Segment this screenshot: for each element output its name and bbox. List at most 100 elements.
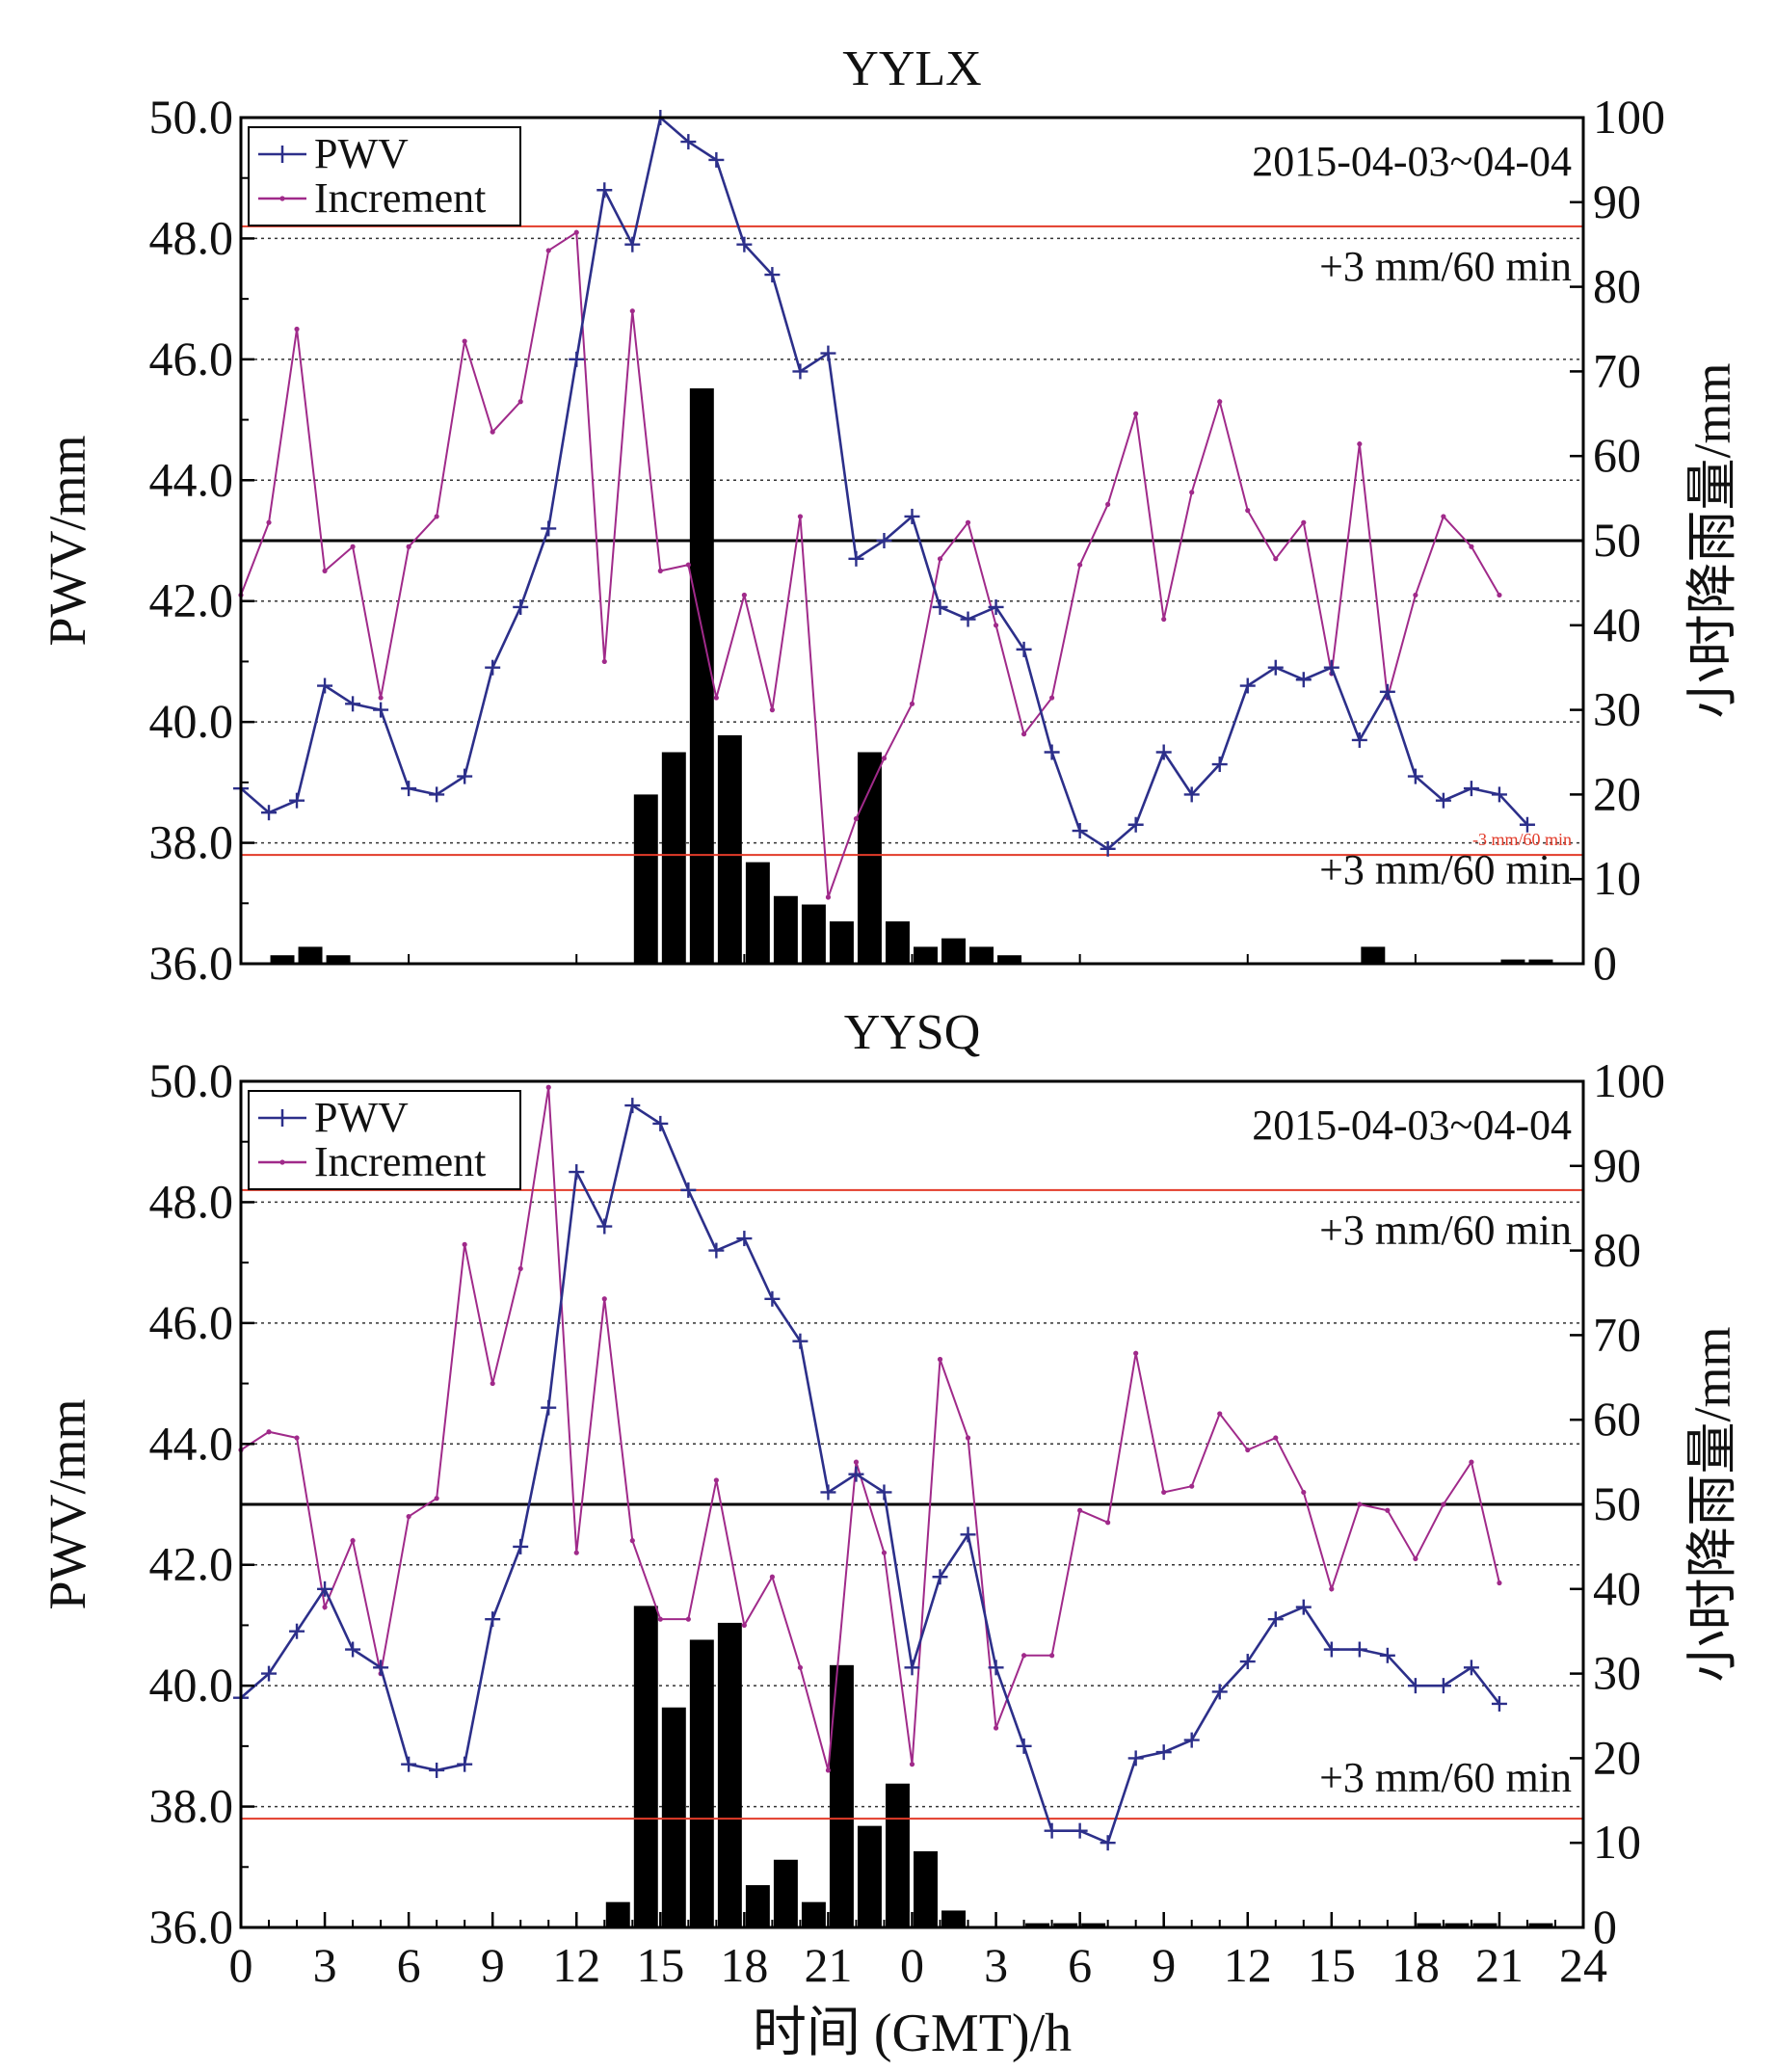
pwv-point <box>429 786 445 803</box>
pwv-point <box>1044 1822 1060 1839</box>
x-tick-label: 3 <box>984 1938 1008 1992</box>
pwv-point <box>1072 823 1088 839</box>
rain-bar <box>1417 1923 1442 1927</box>
pwv-point <box>513 598 529 615</box>
increment-point <box>490 1380 495 1387</box>
increment-point <box>1077 562 1083 568</box>
increment-point <box>1217 399 1223 405</box>
pwv-point <box>848 1466 864 1482</box>
increment-point <box>1273 556 1279 562</box>
left-tick-label: 38.0 <box>149 815 234 869</box>
pwv-line <box>240 1102 1500 1845</box>
increment-point <box>1161 1489 1167 1496</box>
right-tick-label: 10 <box>1593 851 1641 905</box>
pwv-point <box>1267 659 1284 676</box>
pwv-point <box>1016 1738 1032 1754</box>
pwv-point <box>820 345 836 361</box>
increment-point <box>713 695 719 701</box>
increment-point <box>294 1435 300 1441</box>
rain-bar <box>605 1901 630 1927</box>
increment-point <box>517 399 523 405</box>
increment-point <box>881 756 888 761</box>
rain-bar <box>914 946 938 964</box>
pwv-point <box>624 1098 641 1114</box>
increment-point <box>1133 411 1139 416</box>
right-tick-label: 0 <box>1593 1899 1617 1953</box>
increment-point <box>1469 544 1474 549</box>
right-tick-label: 80 <box>1593 1223 1641 1277</box>
x-tick-label: 6 <box>1068 1938 1092 1992</box>
increment-point <box>1105 1520 1111 1526</box>
left-tick-label: 42.0 <box>149 573 234 627</box>
pwv-point <box>820 1484 836 1501</box>
increment-point <box>378 695 384 701</box>
x-tick-label: 0 <box>900 1938 924 1992</box>
pwv-point <box>317 677 333 694</box>
increment-point <box>1497 592 1502 598</box>
pwv-point <box>373 702 389 718</box>
increment-point <box>965 1435 971 1441</box>
increment-point <box>1161 616 1167 623</box>
increment-point <box>350 544 356 549</box>
rain-bar <box>1081 1923 1106 1927</box>
pwv-point <box>289 1623 305 1639</box>
increment-point <box>853 815 860 822</box>
x-tick-label: 21 <box>1475 1938 1524 1992</box>
pwv-point <box>345 696 361 712</box>
pwv-point <box>261 805 278 821</box>
pwv-point <box>1323 659 1339 676</box>
increment-point <box>1441 514 1446 519</box>
rain-bar <box>1528 1923 1553 1927</box>
pwv-point <box>932 598 948 615</box>
increment-point <box>1469 1459 1474 1465</box>
right-tick-label: 60 <box>1593 1392 1641 1446</box>
pwv-point <box>1211 1684 1228 1700</box>
rain-bar <box>717 1622 742 1927</box>
increment-point <box>685 562 691 568</box>
increment-point <box>1357 1501 1363 1507</box>
left-axis-title: PWV/mm <box>39 435 96 646</box>
left-tick-label: 36.0 <box>149 936 234 990</box>
pwv-point <box>596 182 613 199</box>
pwv-point <box>261 1665 278 1682</box>
increment-point <box>1413 592 1418 598</box>
increment-point <box>406 544 411 549</box>
increment-point <box>545 248 551 253</box>
rain-bar <box>1500 959 1525 964</box>
rain-bar <box>857 1825 882 1927</box>
increment-point <box>1301 519 1307 525</box>
right-axis-title: 小时降雨量/mm <box>1683 1326 1741 1682</box>
increment-point <box>1357 441 1363 447</box>
x-tick-label: 9 <box>1152 1938 1176 1992</box>
x-tick-label: 6 <box>397 1938 421 1992</box>
left-tick-label: 40.0 <box>149 1658 234 1712</box>
increment-point <box>1245 1447 1251 1453</box>
date-label: 2015-04-03~04-04 <box>1252 1102 1572 1149</box>
rain-bar <box>801 1901 826 1927</box>
pwv-point <box>1295 672 1312 688</box>
threshold-label: +3 mm/60 min <box>1319 846 1572 893</box>
increment-point <box>1189 490 1195 495</box>
right-tick-label: 90 <box>1593 174 1641 228</box>
increment-point <box>909 701 915 706</box>
right-tick-label: 60 <box>1593 428 1641 482</box>
pwv-point <box>680 134 697 150</box>
increment-point <box>657 1616 663 1622</box>
increment-point <box>406 1513 411 1520</box>
increment-point <box>1077 1507 1083 1513</box>
rain-bar <box>689 387 714 965</box>
pwv-point <box>988 598 1004 615</box>
rain-bar <box>745 1885 770 1927</box>
rain-bar <box>857 752 882 964</box>
left-tick-label: 44.0 <box>149 452 234 506</box>
pwv-point <box>1127 1750 1144 1767</box>
pwv-point <box>736 1231 753 1247</box>
increment-point <box>629 1538 635 1544</box>
threshold-label: +3 mm/60 min <box>1319 1207 1572 1254</box>
pwv-point <box>457 1756 473 1772</box>
increment-point <box>741 1622 747 1629</box>
increment-point <box>881 1550 888 1555</box>
increment-line <box>240 1087 1500 1771</box>
chart-panel-yylx: YYLX 36.0 38.0 40.0 42.0 44.0 46.0 48.0 50.0 0 10 2… <box>39 41 1741 990</box>
